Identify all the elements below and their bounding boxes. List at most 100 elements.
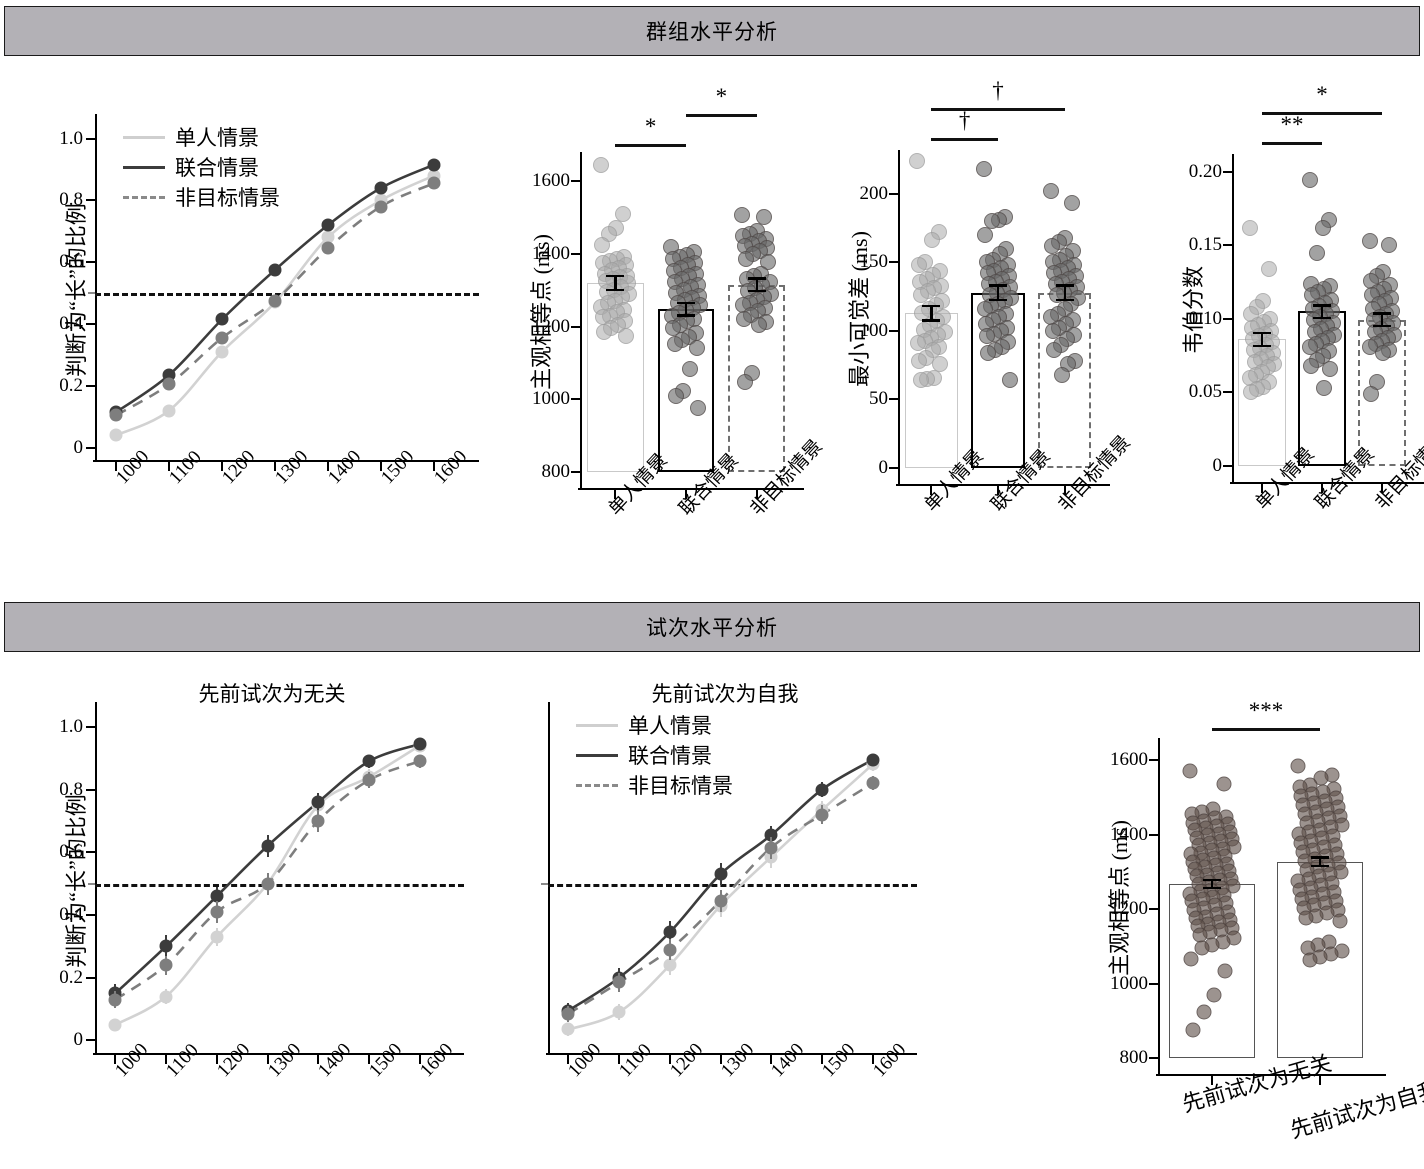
y-tick-label: 0.20 (1188, 160, 1222, 182)
scatter-point (1361, 232, 1378, 249)
x-tick (221, 462, 224, 471)
error-bar (1063, 284, 1067, 301)
x-tick (1381, 484, 1383, 493)
y-tick-label: 1600 (532, 170, 570, 192)
x-tick (266, 1055, 269, 1064)
data-point (866, 776, 880, 790)
scatter-point (1182, 763, 1198, 779)
scatter-point (1302, 952, 1318, 968)
data-point (663, 958, 677, 972)
scatter-point (1298, 910, 1314, 926)
x-axis-line (1230, 482, 1424, 485)
chart-group-pse: 800 1000 1200 1400 1600 主观相等点 (ms) 单人情景 联合情景 非目标… (470, 72, 826, 600)
x-tick (685, 490, 687, 499)
y-tick (1149, 908, 1158, 911)
data-point (162, 404, 176, 418)
section-banner-trial-level-text: 试次水平分析 (646, 616, 778, 640)
error-bar-cap (922, 304, 941, 308)
y-tick (571, 471, 580, 473)
y-tick-label: 0.4 (59, 904, 83, 925)
scatter-point (1185, 1022, 1201, 1038)
error-bar (685, 301, 688, 317)
scatter-point (1260, 260, 1277, 277)
y-minor-tick (541, 882, 548, 885)
y-tick-label: 800 (541, 461, 571, 482)
y-tick-label: 1000 (532, 388, 570, 410)
scatter-point (980, 344, 997, 361)
scatter-point (1380, 237, 1397, 254)
data-point (663, 925, 677, 939)
y-tick (1223, 170, 1232, 173)
scatter-point (1001, 372, 1018, 389)
x-tick (770, 1055, 773, 1064)
scatter-point (910, 257, 927, 274)
scatter-point (932, 355, 949, 372)
chart-group-weber: 0 0.05 0.10 0.15 0.20 韦伯分数 单人情景 联合情景 非目标情景 * ** (1120, 60, 1424, 600)
y-axis-line (1232, 154, 1235, 482)
x-tick (367, 1055, 370, 1064)
data-point (261, 839, 274, 853)
significance-mark: *** (1248, 698, 1284, 723)
y-tick (889, 261, 898, 264)
scatter-point (690, 400, 707, 417)
y-tick (1149, 1057, 1158, 1059)
legend-label: 联合情景 (628, 744, 712, 768)
significance-line (1262, 142, 1322, 145)
data-point (374, 200, 388, 214)
y-tick (571, 398, 580, 401)
error-bar-cap (1313, 316, 1331, 320)
x-tick (114, 1055, 117, 1064)
error-bar-cap (1253, 344, 1271, 348)
scatter-point (737, 373, 754, 390)
y-tick-label: 1200 (1110, 898, 1148, 920)
significance-line (1262, 112, 1382, 115)
line-gray-dashed-icon (123, 195, 165, 199)
data-point (162, 377, 176, 391)
x-tick (719, 1055, 722, 1064)
scatter-point (1196, 1004, 1212, 1020)
scatter-point (1243, 384, 1260, 401)
y-tick-label: 0.8 (59, 189, 83, 211)
x-axis-line (93, 460, 479, 463)
error-bar (1381, 312, 1384, 327)
x-tick (1319, 1076, 1321, 1085)
data-point (413, 737, 427, 751)
legend-label: 单人情景 (175, 126, 259, 150)
scatter-point (1332, 913, 1348, 929)
scatter-point (1363, 385, 1380, 402)
scatter-point (1308, 244, 1325, 261)
significance-line (686, 114, 757, 117)
data-point (815, 783, 829, 797)
y-axis-line (548, 702, 551, 1055)
y-tick-label: 1200 (532, 315, 570, 337)
scatter-point (1241, 219, 1258, 236)
scatter-point (737, 251, 754, 268)
data-point (866, 753, 880, 767)
x-tick (1063, 486, 1066, 495)
data-point (427, 158, 441, 172)
scatter-point (592, 156, 609, 173)
error-bar-cap (606, 274, 625, 278)
y-tick (86, 851, 95, 854)
line-gray-dashed-icon (576, 783, 618, 787)
y-tick-label: 0.2 (59, 374, 83, 396)
scatter-point (1303, 357, 1320, 374)
x-tick (997, 486, 999, 495)
error-bar (997, 284, 1000, 301)
error-bar-cap (1203, 887, 1221, 890)
error-bar-cap (747, 277, 766, 280)
x-axis-line (578, 488, 804, 491)
y-tick (1223, 391, 1232, 394)
scatter-point (910, 335, 927, 352)
error-bar (614, 274, 617, 291)
y-tick (1223, 317, 1232, 320)
line-dark-solid-icon (576, 753, 618, 757)
y-axis-line (95, 114, 98, 462)
y-tick-label: 0.15 (1188, 234, 1222, 256)
scatter-point (751, 316, 768, 333)
legend-item-2: 非目标情景 (123, 182, 280, 212)
legend-item-0: 单人情景 (123, 122, 280, 152)
y-tick (571, 252, 580, 255)
legend-item-0: 单人情景 (576, 710, 733, 740)
y-minor-tick (88, 882, 95, 885)
